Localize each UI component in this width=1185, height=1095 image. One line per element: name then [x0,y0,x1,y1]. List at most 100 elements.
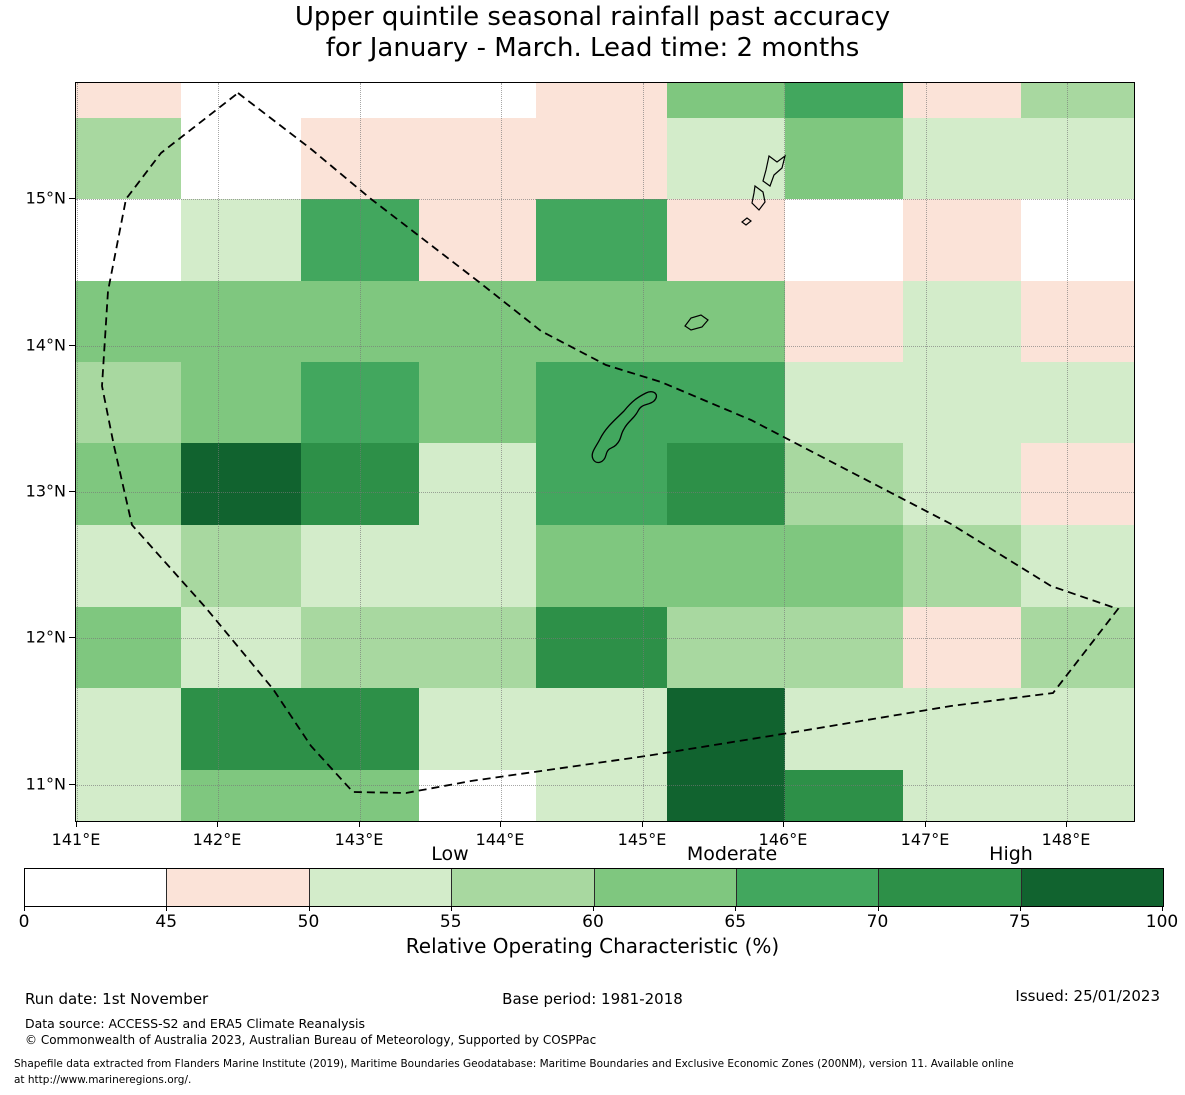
map-cell [785,362,903,443]
map-cell [536,199,667,281]
y-axis-tick-label: 15°N [25,188,66,208]
gridline-vertical [926,83,927,821]
colorbar-tick [450,906,452,911]
y-axis-tick-label: 11°N [25,774,66,794]
colorbar-category-label: Low [431,843,469,865]
eez-boundary-dashed-line [101,91,1120,794]
map-cell [667,199,785,281]
map-cell [419,118,536,199]
map-cell [667,83,785,118]
x-axis-tick [1066,821,1067,827]
map-cell [785,525,903,607]
colorbar-segment [167,869,310,906]
colorbar-tick [308,906,310,911]
map-cell [903,443,1021,525]
data-source-label: Data source: ACCESS-S2 and ERA5 Climate … [25,1016,365,1031]
map-cell [903,770,1021,821]
x-axis-tick [783,821,784,827]
map-cell [903,525,1021,607]
colorbar-tick-label: 50 [297,912,320,932]
map-cell [536,362,667,443]
map-cell [536,281,667,362]
map-cell [76,362,181,443]
colorbar-segment [309,869,453,906]
map-cell [536,83,667,118]
y-axis-tick [69,198,75,199]
map-cell [536,688,667,770]
colorbar-tick-label: 60 [582,912,604,932]
colorbar-tick-label: 0 [18,912,30,932]
colorbar-segment [736,869,880,906]
map-cell [785,83,903,118]
map-cell [785,443,903,525]
colorbar-tick [166,906,168,911]
gridline-vertical [77,83,78,821]
y-axis-tick-label: 13°N [25,481,66,501]
gridline-horizontal [76,638,1134,639]
x-axis-tick-label: 147°E [900,830,950,849]
page-title: Upper quintile seasonal rainfall past ac… [0,2,1185,64]
colorbar-tick [735,906,737,911]
gridline-horizontal [76,785,1134,786]
x-axis-tick-label: 141°E [51,830,101,849]
saipan-island-outline [762,154,786,187]
colorbar-tick-label: 45 [155,912,178,932]
x-axis-tick-label: 145°E [617,830,667,849]
shapefile-attribution: Shapefile data extracted from Flanders M… [14,1056,1174,1088]
map-cell [181,83,301,118]
x-axis-tick-label: 144°E [475,830,525,849]
map-cell [419,362,536,443]
map-cell [76,607,181,688]
gridline-horizontal [76,346,1134,347]
colorbar-tick [24,906,25,911]
map-cell [76,118,181,199]
map-cell [785,770,903,821]
colorbar-caption: Relative Operating Characteristic (%) [405,934,780,958]
gridline-vertical [643,83,644,821]
gridline-horizontal [76,199,1134,200]
map-cell [419,770,536,821]
colorbar-segment [25,869,168,906]
gridline-vertical [1067,83,1068,821]
copyright-label: © Commonwealth of Australia 2023, Austra… [25,1033,597,1047]
colorbar-tick [877,906,879,911]
eez-and-islands-overlay [101,91,1120,794]
map-cell [419,688,536,770]
map-cell [785,118,903,199]
map-cell [419,281,536,362]
map-cell [1021,362,1134,443]
y-axis-tick [69,784,75,785]
colorbar [24,868,1164,907]
map-cell [903,118,1021,199]
map-cell [181,525,301,607]
map-cell [667,607,785,688]
map-cell [1021,281,1134,362]
gridline-vertical [501,83,502,821]
colorbar-segment [452,869,595,906]
title-line1: Upper quintile seasonal rainfall past ac… [294,2,891,32]
map-cell [903,607,1021,688]
base-period-label: Base period: 1981-2018 [502,990,683,1008]
map-cell [667,443,785,525]
colorbar-tick-label: 70 [866,912,889,932]
y-axis-tick [69,637,75,638]
map-cell [1021,118,1134,199]
colorbar-segment [594,869,737,906]
rota-island-outline [684,314,709,331]
map-cell [903,199,1021,281]
guam-island-outline [591,391,658,464]
map-cell [181,199,301,281]
map-plot [75,82,1135,822]
colorbar-tick-label: 65 [724,912,747,932]
map-cell [1021,83,1134,118]
map-cell [785,281,903,362]
y-axis-tick-label: 14°N [25,335,66,355]
map-cell [1021,525,1134,607]
issued-label: Issued: 25/01/2023 [1015,987,1160,1005]
map-cell [419,83,536,118]
x-axis-tick-label: 142°E [192,830,242,849]
colorbar-segment [879,869,1022,906]
gridline-vertical [218,83,219,821]
run-date-label: Run date: 1st November [25,990,209,1008]
